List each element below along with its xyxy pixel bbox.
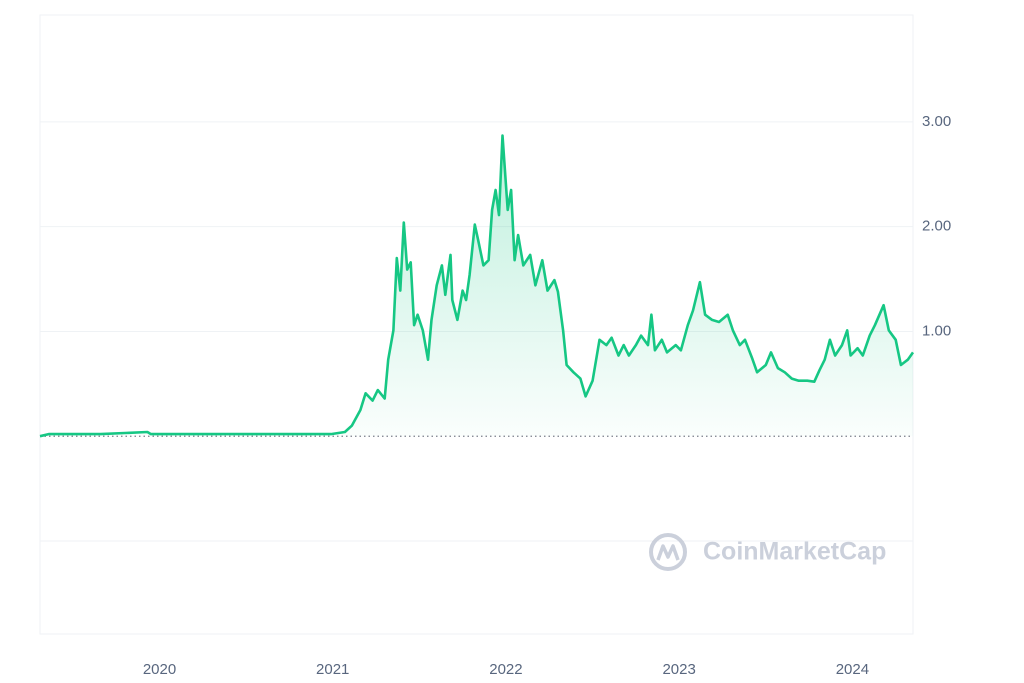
- x-tick-label: 2022: [489, 661, 522, 678]
- watermark: CoinMarketCap: [649, 533, 886, 571]
- x-tick-label: 2020: [143, 661, 176, 678]
- x-tick-label: 2024: [836, 661, 869, 678]
- y-tick-label: 1.00: [922, 322, 951, 339]
- price-line: [39, 134, 915, 438]
- watermark-logo-mark: [656, 544, 680, 561]
- watermark-text: CoinMarketCap: [703, 538, 886, 566]
- watermark-logo: [649, 533, 687, 571]
- y-tick-label: 3.00: [922, 113, 951, 130]
- x-tick-label: 2023: [662, 661, 695, 678]
- price-area: [40, 135, 913, 437]
- y-tick-label: 2.00: [922, 218, 951, 235]
- plot-frame: [39, 14, 914, 635]
- x-tick-label: 2021: [316, 661, 349, 678]
